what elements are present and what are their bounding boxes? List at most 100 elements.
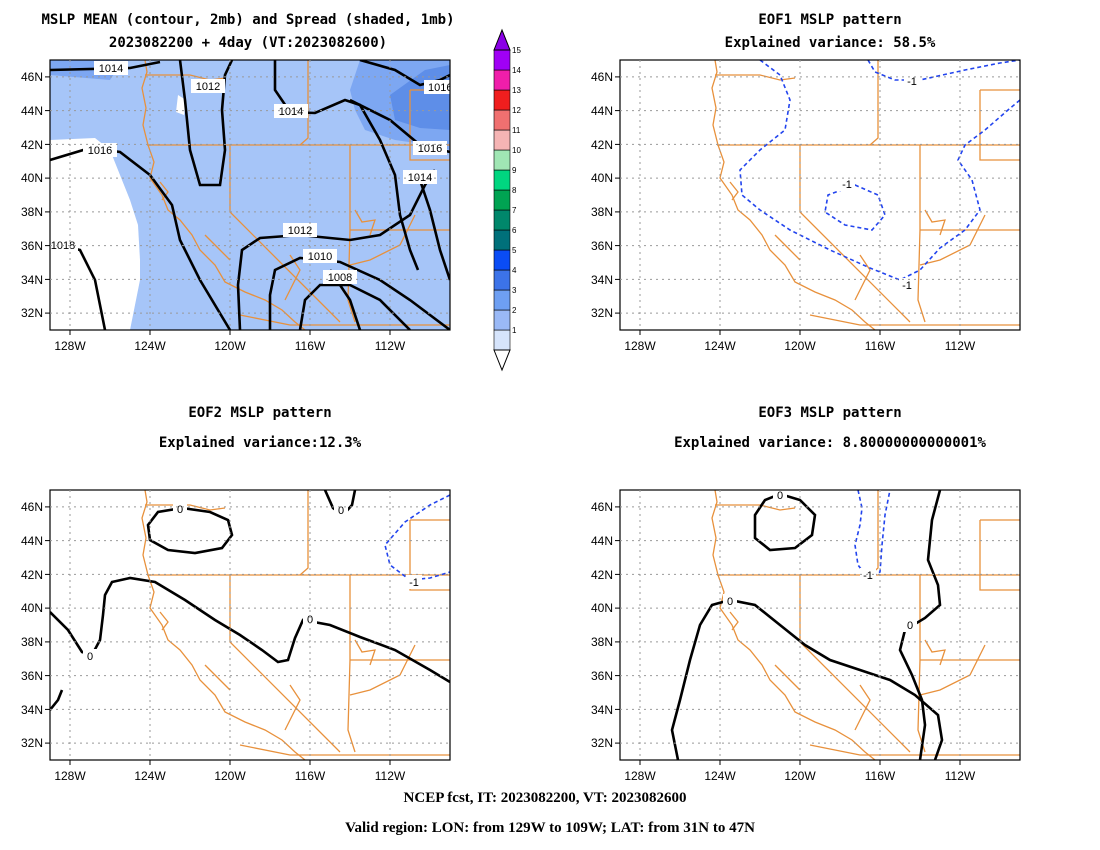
lat-tick-label: 36N xyxy=(591,669,613,683)
contour-label: -1 xyxy=(409,577,419,589)
lon-tick-label: 120W xyxy=(214,769,246,783)
lat-tick-label: 40N xyxy=(21,601,43,615)
mean-title: MSLP MEAN (contour, 2mb) and Spread (sha… xyxy=(41,12,454,28)
eof2-coastline-borders xyxy=(141,490,450,760)
lat-tick-label: 38N xyxy=(21,205,43,219)
contour-label: 0 xyxy=(307,614,313,626)
colorbar-label: 10 xyxy=(512,146,521,155)
lon-tick-label: 128W xyxy=(54,769,86,783)
colorbar-cell xyxy=(493,329,511,351)
lon-tick-label: 124W xyxy=(134,339,166,353)
lon-tick-label: 112W xyxy=(375,769,406,783)
footer-valid-region: Valid region: LON: from 129W to 109W; LA… xyxy=(345,820,755,836)
contour-label: -1 xyxy=(902,280,912,292)
eof3-grid xyxy=(614,489,1021,766)
lat-tick-label: 34N xyxy=(21,703,43,717)
lon-tick-label: 128W xyxy=(54,339,86,353)
eof3-title: EOF3 MSLP pattern xyxy=(758,405,901,421)
eof3-negative-contour xyxy=(854,490,891,580)
colorbar-max-arrow xyxy=(493,28,511,51)
lon-tick-label: 112W xyxy=(375,339,406,353)
colorbar-cells xyxy=(493,49,511,351)
colorbar-label: 5 xyxy=(512,246,517,255)
lat-tick-label: 34N xyxy=(591,703,613,717)
eof2-contour-labels: 0 0 0 0 -1 xyxy=(83,502,422,663)
colorbar-label: 14 xyxy=(512,66,521,75)
colorbar-label: 11 xyxy=(512,126,521,135)
spread-shading-below-1 xyxy=(50,138,140,330)
mean-map: 1014 1012 1014 1016 1016 1014 1012 1010 … xyxy=(50,60,452,330)
colorbar-label: 15 xyxy=(512,46,521,55)
contour-label: 1014 xyxy=(279,106,303,118)
colorbar-label: 12 xyxy=(512,106,521,115)
lat-tick-label: 44N xyxy=(591,104,613,118)
lat-tick-label: 40N xyxy=(591,601,613,615)
eof2-panel: EOF2 MSLP pattern Explained variance:12.… xyxy=(21,405,451,783)
lat-tick-label: 42N xyxy=(591,568,613,582)
lon-tick-label: 116W xyxy=(865,769,896,783)
spread-shading-1-2-n xyxy=(240,60,350,95)
mean-lon-ticks: 128W 124W 120W 116W 112W xyxy=(54,339,406,353)
lat-tick-label: 40N xyxy=(591,171,613,185)
lat-tick-label: 38N xyxy=(21,635,43,649)
lat-tick-label: 32N xyxy=(591,736,613,750)
spread-shading-gap xyxy=(176,95,186,115)
lat-tick-label: 46N xyxy=(21,70,43,84)
lat-tick-label: 38N xyxy=(591,205,613,219)
contour-label: 1014 xyxy=(99,63,123,75)
contour-label: 1016 xyxy=(88,145,112,157)
eof3-contours xyxy=(670,490,944,760)
colorbar-cell xyxy=(493,69,511,91)
eof2-map-border xyxy=(49,489,451,761)
footer-forecast-info: NCEP fcst, IT: 2023082200, VT: 202308260… xyxy=(404,790,687,806)
eof2-subtitle: Explained variance:12.3% xyxy=(159,435,362,451)
colorbar-cell xyxy=(493,129,511,151)
eof2-title: EOF2 MSLP pattern xyxy=(188,405,331,421)
colorbar-label: 3 xyxy=(512,286,517,295)
colorbar-min-arrow xyxy=(493,349,511,372)
lon-tick-label: 112W xyxy=(945,339,976,353)
eof3-panel: EOF3 MSLP pattern Explained variance: 8.… xyxy=(591,405,1021,783)
eof3-map-border xyxy=(619,489,1021,761)
contour-label: 1014 xyxy=(408,172,432,184)
eof2-negative-contour xyxy=(384,494,450,581)
eof1-title: EOF1 MSLP pattern xyxy=(758,12,901,28)
lat-tick-label: 40N xyxy=(21,171,43,185)
lon-tick-label: 128W xyxy=(624,769,656,783)
colorbar-cell xyxy=(493,269,511,291)
mean-subtitle: 2023082200 + 4day (VT:2023082600) xyxy=(109,35,387,51)
colorbar-label: 6 xyxy=(512,226,517,235)
eof2-lon-ticks: 128W 124W 120W 116W 112W xyxy=(54,769,406,783)
lon-tick-label: 120W xyxy=(784,339,816,353)
lon-tick-label: 120W xyxy=(214,339,246,353)
lat-tick-label: 32N xyxy=(21,736,43,750)
colorbar-label: 13 xyxy=(512,86,521,95)
colorbar-cell xyxy=(493,229,511,251)
contour-label: 0 xyxy=(87,651,93,663)
lat-tick-label: 36N xyxy=(21,669,43,683)
colorbar-label: 8 xyxy=(512,186,517,195)
lat-tick-label: 32N xyxy=(591,306,613,320)
lat-tick-label: 36N xyxy=(21,239,43,253)
mean-lat-ticks: 46N 44N 42N 40N 38N 36N 34N 32N xyxy=(21,70,43,320)
contour-label: 1008 xyxy=(328,272,352,284)
eof1-subtitle: Explained variance: 58.5% xyxy=(725,35,936,51)
mean-contour-labels: 1014 1012 1014 1016 1016 1014 1012 1010 … xyxy=(50,61,452,284)
lat-tick-label: 38N xyxy=(591,635,613,649)
colorbar-cell xyxy=(493,149,511,171)
eof1-grid xyxy=(614,59,1021,336)
contour-label: 0 xyxy=(777,490,783,502)
lat-tick-label: 32N xyxy=(21,306,43,320)
eof3-subtitle: Explained variance: 8.80000000000001% xyxy=(674,435,986,451)
contour-label: 0 xyxy=(177,504,183,516)
lat-tick-label: 46N xyxy=(591,70,613,84)
lat-tick-label: 42N xyxy=(21,568,43,582)
eof3-contour-labels: 0 -1 0 0 xyxy=(723,490,917,632)
eof2-grid xyxy=(44,489,451,766)
lat-tick-label: 44N xyxy=(21,534,43,548)
lat-tick-label: 36N xyxy=(591,239,613,253)
contour-label: 1016 xyxy=(428,82,452,94)
lon-tick-label: 116W xyxy=(295,339,326,353)
